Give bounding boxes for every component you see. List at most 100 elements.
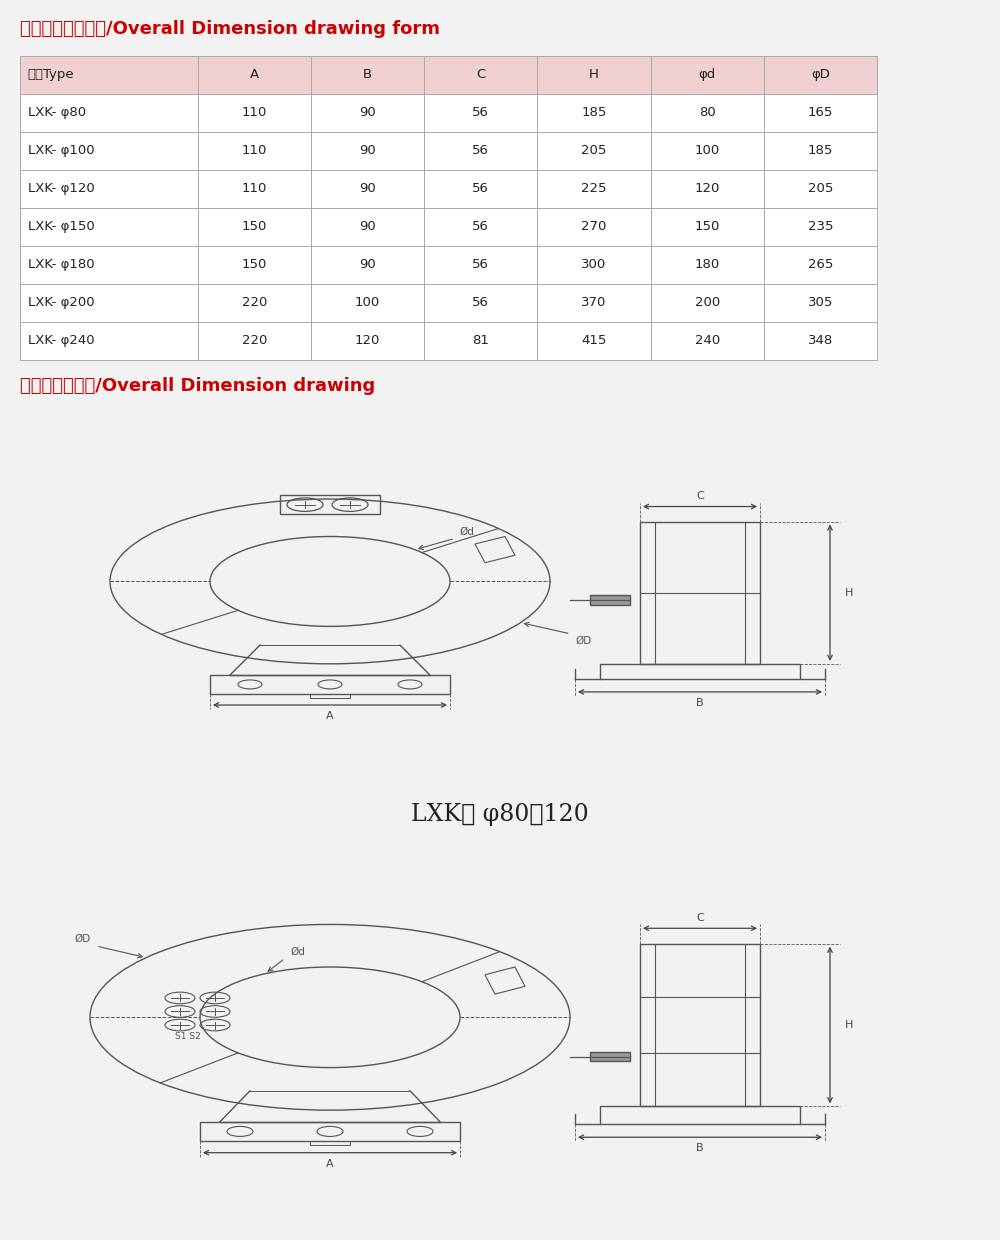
Text: 415: 415 <box>581 334 607 347</box>
Text: A: A <box>326 1158 334 1168</box>
Bar <box>198 246 311 284</box>
Bar <box>590 1052 630 1061</box>
Bar <box>424 56 537 94</box>
Bar <box>537 94 651 131</box>
Bar <box>651 56 764 94</box>
Bar <box>311 207 424 246</box>
Text: 56: 56 <box>472 296 489 309</box>
Bar <box>640 522 760 663</box>
Bar <box>764 246 877 284</box>
Text: A: A <box>250 68 259 82</box>
Text: LXK- φ200: LXK- φ200 <box>28 296 94 309</box>
Text: 型号Type: 型号Type <box>28 68 74 82</box>
Bar <box>651 131 764 170</box>
Text: 265: 265 <box>808 258 833 272</box>
Bar <box>640 944 760 1106</box>
Bar <box>311 94 424 131</box>
Text: H: H <box>845 1021 853 1030</box>
Text: A: A <box>326 711 334 720</box>
Text: 56: 56 <box>472 182 489 195</box>
Text: 235: 235 <box>808 221 833 233</box>
Bar <box>20 284 198 321</box>
Bar <box>311 131 424 170</box>
Text: 150: 150 <box>695 221 720 233</box>
Text: 220: 220 <box>242 296 267 309</box>
Bar <box>20 246 198 284</box>
Bar <box>311 56 424 94</box>
Text: 外形及安装尺寸表/Overall Dimension drawing form: 外形及安装尺寸表/Overall Dimension drawing form <box>20 20 440 38</box>
Text: 240: 240 <box>695 334 720 347</box>
Text: H: H <box>589 68 599 82</box>
Text: 270: 270 <box>581 221 607 233</box>
Text: LXK- φ180: LXK- φ180 <box>28 258 94 272</box>
Bar <box>198 94 311 131</box>
Text: 370: 370 <box>581 296 607 309</box>
Text: 205: 205 <box>808 182 833 195</box>
Text: B: B <box>696 698 704 708</box>
Bar <box>651 321 764 360</box>
Text: ØD: ØD <box>576 636 592 646</box>
Bar <box>764 94 877 131</box>
Text: ØD: ØD <box>75 934 91 944</box>
Bar <box>310 694 350 698</box>
Bar <box>20 170 198 207</box>
Text: 110: 110 <box>242 144 267 157</box>
Bar <box>424 170 537 207</box>
Bar <box>20 56 198 94</box>
Bar <box>651 94 764 131</box>
Text: 56: 56 <box>472 221 489 233</box>
Bar <box>600 1106 800 1123</box>
Bar <box>590 595 630 605</box>
Text: 90: 90 <box>359 182 376 195</box>
Bar <box>198 131 311 170</box>
Bar <box>20 131 198 170</box>
Text: 300: 300 <box>581 258 607 272</box>
Bar <box>280 495 380 515</box>
Text: 90: 90 <box>359 107 376 119</box>
Text: 165: 165 <box>808 107 833 119</box>
Text: LXK－ φ80－120: LXK－ φ80－120 <box>411 804 589 826</box>
Bar <box>198 170 311 207</box>
Bar <box>311 321 424 360</box>
Text: 80: 80 <box>699 107 716 119</box>
Text: φd: φd <box>699 68 716 82</box>
Bar <box>764 321 877 360</box>
Bar <box>198 56 311 94</box>
Bar <box>764 131 877 170</box>
Text: φD: φD <box>811 68 830 82</box>
Bar <box>651 246 764 284</box>
Bar <box>764 56 877 94</box>
Bar <box>424 246 537 284</box>
Text: 外形及安装尺寸/Overall Dimension drawing: 外形及安装尺寸/Overall Dimension drawing <box>20 377 375 396</box>
Text: LXK- φ120: LXK- φ120 <box>28 182 94 195</box>
Text: S1 S2: S1 S2 <box>175 1032 201 1040</box>
Text: 56: 56 <box>472 144 489 157</box>
Bar <box>764 284 877 321</box>
Text: 205: 205 <box>581 144 607 157</box>
Text: 56: 56 <box>472 258 489 272</box>
Text: 90: 90 <box>359 258 376 272</box>
Text: C: C <box>476 68 485 82</box>
Bar <box>20 94 198 131</box>
Bar <box>537 321 651 360</box>
Text: 180: 180 <box>695 258 720 272</box>
Text: 90: 90 <box>359 144 376 157</box>
Bar <box>198 284 311 321</box>
Text: 81: 81 <box>472 334 489 347</box>
Text: Ød: Ød <box>290 946 305 956</box>
Text: 110: 110 <box>242 107 267 119</box>
Bar <box>424 94 537 131</box>
Text: 200: 200 <box>695 296 720 309</box>
Bar <box>310 1141 350 1145</box>
Text: LXK- φ80: LXK- φ80 <box>28 107 86 119</box>
Bar <box>537 246 651 284</box>
Text: 225: 225 <box>581 182 607 195</box>
Text: 150: 150 <box>242 221 267 233</box>
Text: 185: 185 <box>581 107 607 119</box>
Bar <box>537 131 651 170</box>
Bar <box>424 321 537 360</box>
Text: B: B <box>696 1143 704 1153</box>
Bar <box>311 284 424 321</box>
Bar <box>764 170 877 207</box>
Text: H: H <box>845 588 853 598</box>
